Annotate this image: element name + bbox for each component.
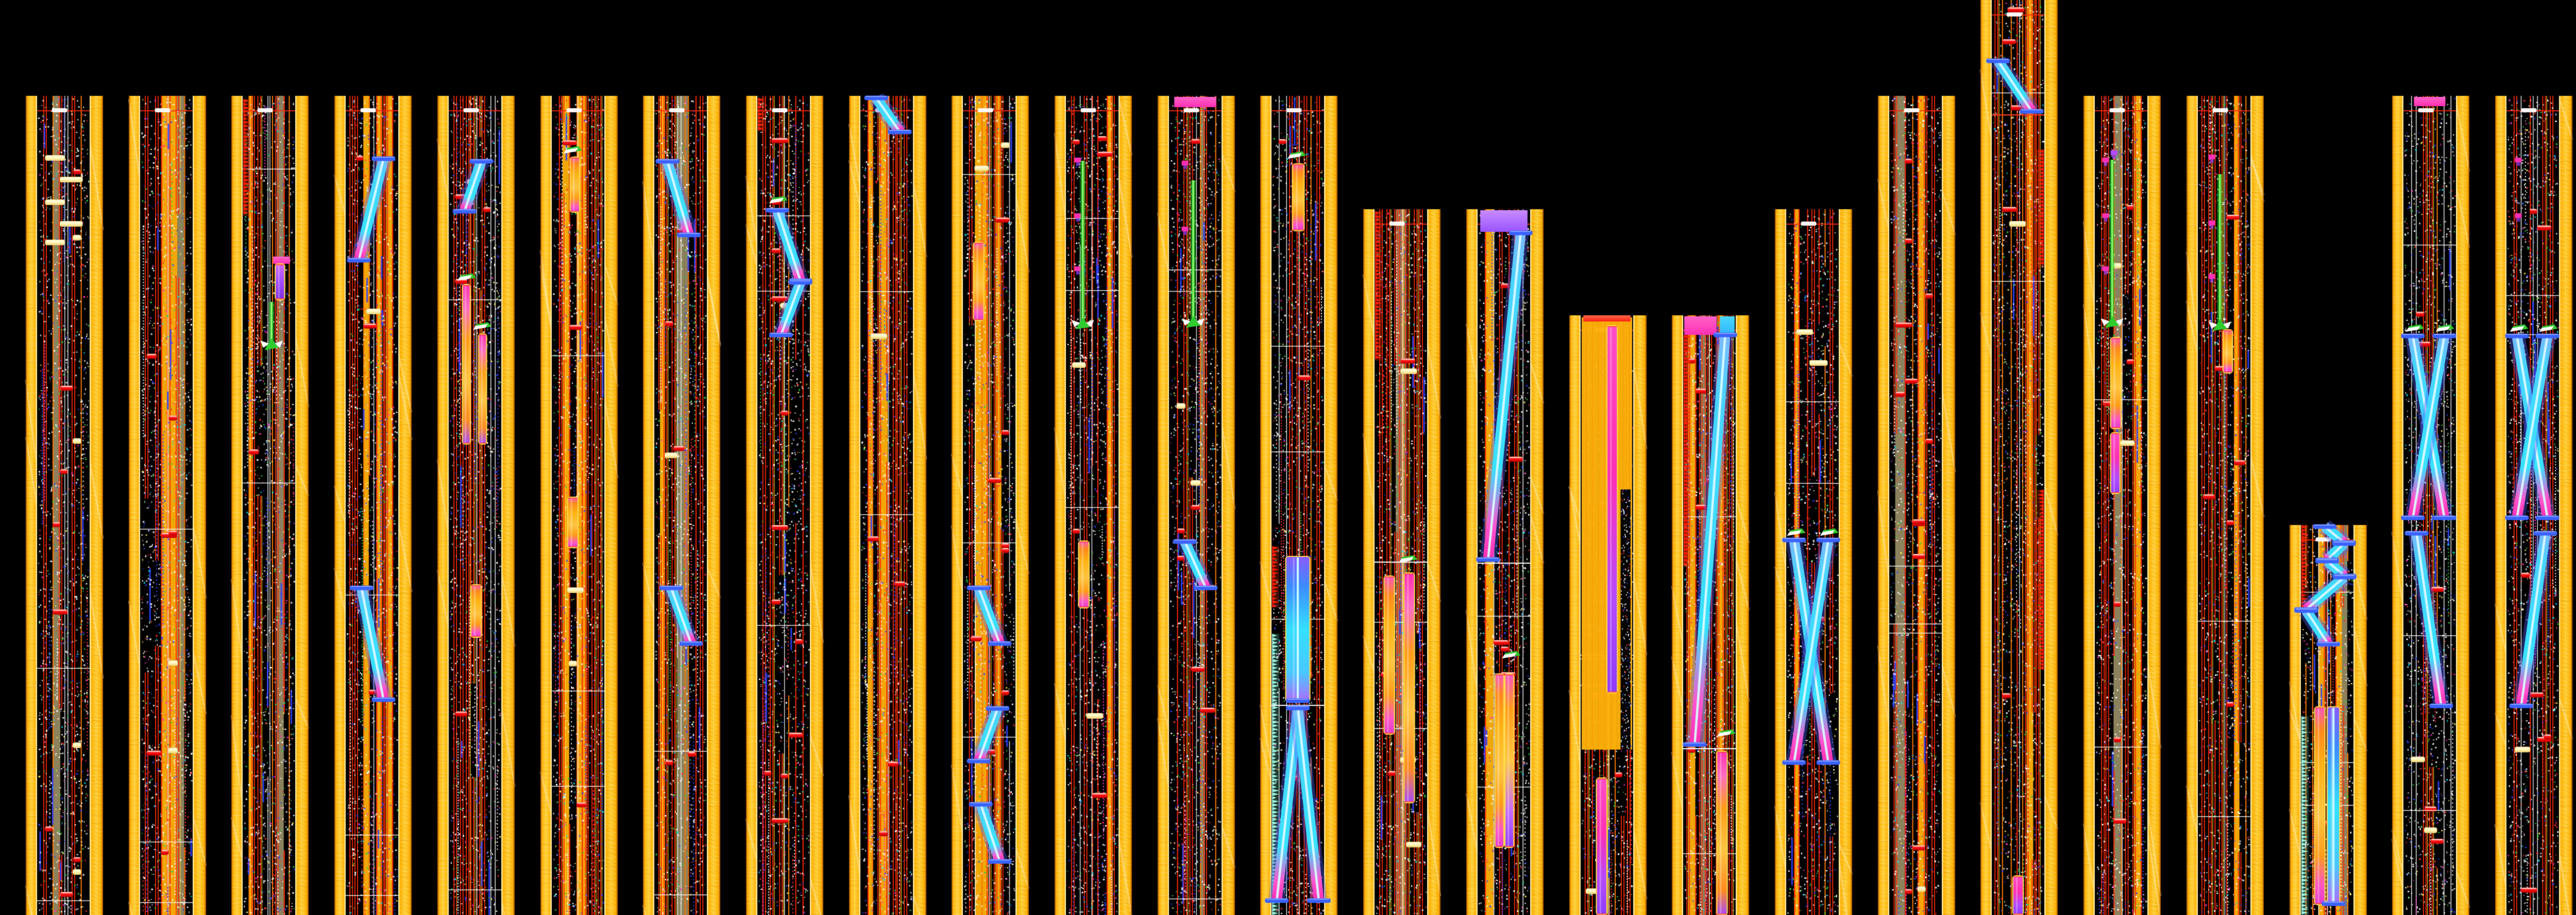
visualization-root bbox=[0, 0, 2576, 915]
strip-visualization-canvas bbox=[0, 0, 2576, 915]
